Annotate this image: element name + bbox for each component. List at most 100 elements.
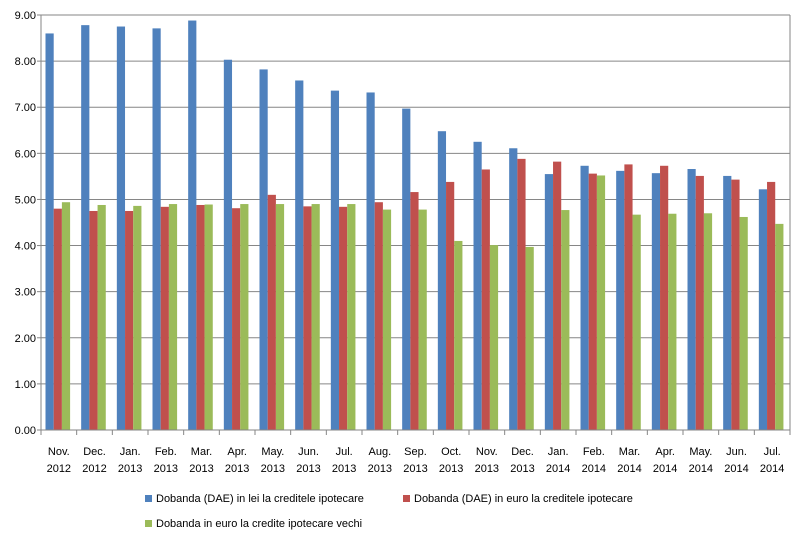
- bar-2: [410, 192, 419, 430]
- legend-label: Dobanda (DAE) in euro la creditele ipote…: [414, 493, 633, 505]
- x-tick-label-year: 2012: [82, 463, 106, 475]
- bar-1: [509, 148, 518, 430]
- bar-3: [775, 223, 784, 430]
- y-tick-label: 0.00: [15, 425, 36, 437]
- legend-swatch: [145, 520, 152, 527]
- x-tick-label-month: Jan.: [548, 446, 569, 458]
- bar-2: [339, 206, 348, 430]
- bar-3: [133, 205, 142, 430]
- bar-3: [525, 246, 534, 430]
- y-tick-label: 4.00: [15, 241, 36, 253]
- bar-3: [311, 204, 320, 430]
- x-tick-label-year: 2013: [332, 463, 356, 475]
- bar-2: [517, 158, 526, 430]
- legend-swatch: [145, 495, 152, 502]
- y-tick-label: 1.00: [15, 379, 36, 391]
- legend-label: Dobanda (DAE) in lei la creditele ipotec…: [156, 493, 364, 505]
- bars: [45, 20, 784, 431]
- bar-3: [61, 202, 71, 430]
- bar-1: [116, 26, 126, 431]
- x-tick-label-month: Nov.: [476, 446, 498, 458]
- y-tick-label: 5.00: [15, 194, 36, 206]
- bar-2: [53, 208, 62, 430]
- bar-3: [418, 209, 427, 430]
- x-tick-label-month: Jan.: [120, 446, 141, 458]
- x-tick-label-year: 2013: [403, 463, 427, 475]
- bar-3: [240, 204, 249, 430]
- bar-3: [703, 213, 713, 430]
- legend-label: Dobanda in euro la credite ipotecare vec…: [156, 518, 362, 530]
- x-tick-label-year: 2012: [47, 463, 71, 475]
- axes: [37, 14, 791, 435]
- x-tick-label-month: Jun.: [726, 446, 747, 458]
- bar-1: [366, 92, 375, 430]
- x-tick-label-month: May.: [261, 446, 284, 458]
- bar-3: [454, 240, 463, 430]
- x-tick-label-year: 2014: [653, 463, 677, 475]
- x-axis-tick-labels: Nov. 2012 Dec. 2012 Jan. 2013 Feb. 2013 Mar. 2013…: [47, 446, 785, 475]
- bar-2: [303, 206, 312, 430]
- legend-swatch: [403, 495, 410, 502]
- legend: Dobanda (DAE) in lei la creditele ipotec…: [145, 493, 633, 530]
- bar-2: [196, 204, 205, 430]
- x-tick-label-month: May.: [689, 446, 712, 458]
- x-tick-label-month: Feb.: [583, 446, 605, 458]
- x-tick-label-month: Jun.: [298, 446, 319, 458]
- bar-3: [561, 210, 570, 430]
- x-tick-label-month: Mar.: [619, 446, 640, 458]
- x-tick-label-year: 2014: [617, 463, 641, 475]
- bar-2: [446, 181, 455, 430]
- bar-1: [437, 131, 447, 430]
- bar-1: [330, 90, 340, 430]
- y-tick-label: 7.00: [15, 102, 36, 114]
- bar-1: [758, 189, 768, 430]
- bar-3: [632, 214, 641, 430]
- x-tick-label-month: Sep.: [404, 446, 427, 458]
- x-tick-label-year: 2013: [475, 463, 499, 475]
- bar-2: [624, 164, 633, 430]
- bar-2: [89, 210, 98, 430]
- bar-2: [160, 206, 169, 430]
- bar-2: [588, 173, 597, 430]
- bar-3: [168, 204, 178, 430]
- bar-1: [473, 141, 482, 431]
- bar-3: [668, 213, 677, 430]
- bar-2: [553, 161, 562, 430]
- x-tick-label-month: Dec.: [511, 446, 534, 458]
- bar-1: [295, 80, 304, 430]
- x-tick-label-year: 2013: [296, 463, 320, 475]
- bar-2: [267, 194, 276, 430]
- y-axis-tick-labels: 0.00 1.00 2.00 3.00 4.00 5.00 6.00 7.00 8.00 9.00: [15, 10, 36, 437]
- x-tick-label-year: 2013: [368, 463, 392, 475]
- x-tick-label-year: 2014: [689, 463, 713, 475]
- bar-3: [275, 204, 285, 430]
- bar-2: [125, 210, 134, 430]
- x-tick-label-month: Dec.: [83, 446, 106, 458]
- x-tick-label-month: Oct.: [441, 446, 461, 458]
- y-tick-label: 6.00: [15, 148, 36, 160]
- x-tick-label-month: Jul.: [764, 446, 781, 458]
- bar-1: [580, 165, 589, 431]
- bar-2: [232, 208, 241, 430]
- bar-2: [374, 202, 383, 430]
- x-tick-label-year: 2013: [439, 463, 463, 475]
- x-tick-label-month: Aug.: [369, 446, 392, 458]
- bar-2: [731, 179, 740, 430]
- x-tick-label-month: Mar.: [191, 446, 212, 458]
- bar-2: [767, 181, 776, 430]
- x-tick-label-year: 2014: [546, 463, 570, 475]
- bar-2: [695, 175, 704, 430]
- x-tick-label-year: 2013: [261, 463, 285, 475]
- bar-3: [382, 209, 392, 430]
- x-tick-label-year: 2013: [225, 463, 249, 475]
- bar-1: [152, 28, 161, 430]
- bar-3: [739, 216, 748, 430]
- bar-1: [616, 170, 625, 430]
- bar-1: [651, 173, 661, 430]
- x-tick-label-month: Nov.: [48, 446, 70, 458]
- y-tick-label: 3.00: [15, 287, 36, 299]
- x-tick-label-year: 2013: [510, 463, 534, 475]
- x-tick-label-year: 2013: [154, 463, 178, 475]
- x-tick-label-year: 2014: [724, 463, 748, 475]
